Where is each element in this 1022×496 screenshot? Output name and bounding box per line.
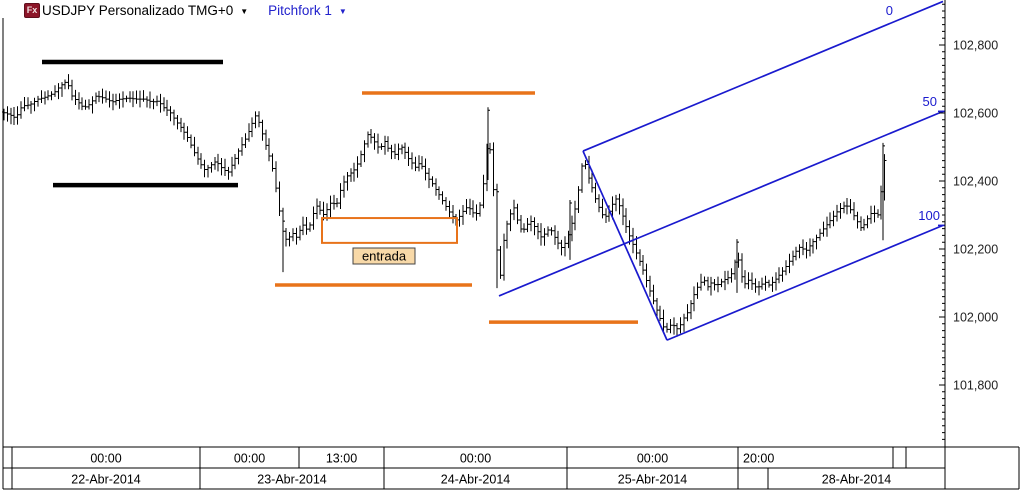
ohlc-bars bbox=[2, 74, 887, 337]
time-axis-label[interactable]: 00:00 bbox=[234, 452, 265, 466]
fx-icon: Fx bbox=[24, 2, 40, 18]
pitchfork-handle-line[interactable] bbox=[582, 150, 668, 341]
time-axis-label[interactable]: 00:00 bbox=[637, 452, 668, 466]
time-axis-label[interactable]: 20:00 bbox=[743, 452, 774, 466]
pitchfork-lower-line[interactable] bbox=[666, 224, 944, 341]
price-tick-label: 101,800 bbox=[953, 378, 998, 392]
pitchfork-median-line[interactable] bbox=[498, 110, 944, 297]
pitchfork-label-100: 100 bbox=[918, 208, 940, 223]
pitchfork-label-50: 50 bbox=[923, 94, 937, 109]
entry-label-box[interactable] bbox=[352, 247, 416, 265]
pitchfork-label-0: 0 bbox=[886, 3, 893, 18]
price-axis-ticks bbox=[939, 3, 945, 440]
date-axis-label[interactable]: 24-Abr-2014 bbox=[441, 473, 511, 487]
price-tick-label: 102,200 bbox=[953, 242, 998, 256]
entry-zone-rectangle[interactable] bbox=[321, 217, 458, 244]
instrument-title[interactable]: USDJPY Personalizado TMG+0 bbox=[42, 2, 234, 18]
time-axis-label[interactable]: 13:00 bbox=[326, 452, 357, 466]
entry-label-text: entrada bbox=[362, 249, 407, 264]
price-tick-label: 102,600 bbox=[953, 106, 998, 120]
date-axis-label[interactable]: 28-Abr-2014 bbox=[822, 473, 892, 487]
tool-selector-pitchfork[interactable]: Pitchfork 1 bbox=[268, 2, 332, 18]
date-axis-label[interactable]: 25-Abr-2014 bbox=[618, 473, 688, 487]
date-axis-label[interactable]: 22-Abr-2014 bbox=[71, 473, 141, 487]
time-axis-label[interactable]: 00:00 bbox=[90, 452, 121, 466]
instrument-dropdown-caret-icon[interactable]: ▼ bbox=[240, 6, 249, 16]
price-tick-label: 102,800 bbox=[953, 39, 998, 53]
chart-header: Fx USDJPY Personalizado TMG+0 ▼ Pitchfor… bbox=[0, 0, 1022, 20]
price-tick-label: 102,000 bbox=[953, 310, 998, 324]
price-tick-label: 102,400 bbox=[953, 174, 998, 188]
pitchfork-upper-line[interactable] bbox=[582, 0, 944, 152]
date-axis-label[interactable]: 23-Abr-2014 bbox=[257, 473, 327, 487]
tool-dropdown-caret-icon[interactable]: ▼ bbox=[338, 6, 347, 16]
time-axis-label[interactable]: 00:00 bbox=[460, 452, 491, 466]
